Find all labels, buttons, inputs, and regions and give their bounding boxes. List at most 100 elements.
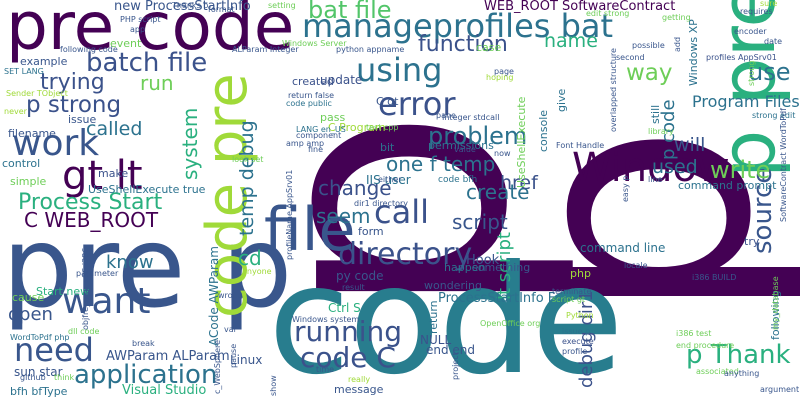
- word-cloud-word: strong: [748, 61, 756, 86]
- word-cloud-word: cd: [238, 248, 262, 268]
- word-cloud-word: WordToPdf php: [10, 334, 69, 342]
- word-cloud-word: line: [648, 176, 662, 184]
- word-cloud-word: ProcessStartInfo F: [438, 292, 555, 305]
- word-cloud-word: code public: [286, 100, 332, 108]
- word-cloud-word: c_WebSphere: [214, 340, 222, 394]
- word-cloud-word: anything: [724, 370, 759, 378]
- word-cloud-word: Font Handle: [556, 142, 604, 150]
- word-cloud-word: filename: [8, 128, 56, 139]
- word-cloud-word: seem: [316, 206, 371, 226]
- word-cloud-word: open: [8, 306, 53, 324]
- word-cloud-word: UseShellExecute: [516, 97, 527, 188]
- word-cloud-word: case: [476, 42, 501, 53]
- word-cloud-word: never: [4, 108, 27, 116]
- word-cloud-word: code bfh: [438, 176, 477, 185]
- word-cloud-word: simple: [10, 176, 46, 187]
- word-cloud-word: dir1 directory: [354, 200, 408, 208]
- word-cloud-word: cause: [12, 292, 44, 303]
- word-cloud-word: issue: [68, 114, 96, 125]
- word-cloud-word: temp debug: [238, 120, 257, 236]
- word-cloud-word: result: [342, 284, 365, 292]
- word-cloud-word: break: [132, 340, 155, 348]
- word-cloud-word: profiles AppSrv01: [706, 54, 777, 62]
- word-cloud-word: pause: [230, 344, 238, 368]
- word-cloud-word: library: [648, 128, 674, 136]
- word-cloud-word: show: [270, 375, 278, 396]
- word-cloud-word: profileName AppSrv01: [286, 170, 294, 260]
- word-cloud-word: anyone: [242, 268, 272, 276]
- word-cloud-word: bat file: [308, 0, 392, 22]
- word-cloud-word: locale: [624, 262, 648, 270]
- word-cloud-word: add: [674, 37, 682, 52]
- word-cloud-word: Windows XP: [688, 19, 699, 86]
- word-cloud-word: still: [650, 105, 661, 124]
- word-cloud-word: OpenOffice org: [480, 320, 540, 328]
- word-cloud-word: run: [140, 73, 174, 93]
- word-cloud-word: system: [180, 108, 200, 180]
- word-cloud-word: script gt: [552, 296, 585, 304]
- word-cloud-word: PHP script: [120, 16, 161, 24]
- word-cloud-word: using: [356, 54, 442, 86]
- word-cloud-word: name: [544, 32, 598, 51]
- word-cloud-word: give: [556, 89, 567, 112]
- word-cloud-word: dll code: [68, 328, 99, 336]
- word-cloud-word: pane: [436, 112, 456, 120]
- word-cloud-word: created: [292, 76, 334, 87]
- word-cloud-word: Windows system: [292, 316, 359, 324]
- word-cloud-word: bfh bfType: [10, 386, 67, 397]
- word-cloud-word: possible: [632, 42, 665, 50]
- word-cloud-word: Thanks p: [172, 2, 208, 10]
- word-cloud-word: Python: [566, 312, 594, 320]
- word-cloud-word: really: [348, 376, 370, 384]
- word-cloud-word: second: [616, 54, 645, 62]
- word-cloud-word: UseShellExecute true: [88, 184, 205, 195]
- word-cloud-word: page: [494, 68, 514, 76]
- word-cloud-word: argument: [760, 386, 799, 394]
- word-cloud-word: form: [358, 226, 384, 237]
- word-cloud-word: example: [20, 56, 67, 67]
- word-cloud-word: easy p: [622, 176, 630, 202]
- word-cloud-word: one f temp: [386, 154, 495, 174]
- word-cloud-word: command line: [580, 242, 665, 254]
- word-cloud-word: AWParam ALParam: [106, 350, 230, 363]
- word-cloud-word: Ctrl S: [328, 302, 361, 314]
- word-cloud-word: script: [452, 212, 508, 232]
- word-cloud-word: my_database: [772, 276, 780, 330]
- word-cloud-word: C gt: [376, 96, 398, 107]
- word-cloud-word: wrong: [218, 292, 243, 300]
- word-cloud-word: Sender TObject: [6, 90, 68, 98]
- word-cloud-word: message: [334, 384, 383, 395]
- word-cloud-word: way: [626, 62, 673, 85]
- word-cloud-word: requires: [740, 8, 773, 16]
- word-cloud-word: issue p: [562, 328, 590, 336]
- word-cloud-word: strong edit: [752, 112, 795, 120]
- word-cloud-word: i386 test: [676, 330, 711, 338]
- word-cloud-word: time: [316, 366, 334, 374]
- word-cloud-word: value: [454, 146, 476, 154]
- word-cloud-word: wondering: [424, 280, 482, 291]
- word-cloud-word: control: [2, 158, 40, 169]
- word-cloud-word: format: [208, 6, 235, 14]
- word-cloud-word: console: [538, 110, 549, 152]
- word-cloud-word: try: [744, 236, 759, 247]
- word-cloud-word: WEB_ROOT SoftwareContract: [484, 0, 675, 13]
- word-cloud-word: happen: [444, 262, 485, 273]
- word-cloud-word: now: [494, 150, 511, 158]
- word-cloud-word: bit: [380, 142, 394, 153]
- word-cloud-word: var: [224, 326, 237, 334]
- word-cloud-word: project: [452, 352, 460, 380]
- word-cloud-word: make: [98, 168, 128, 179]
- word-cloud-word: end procedure: [676, 342, 734, 350]
- word-cloud-word: ALParam Integer: [232, 46, 299, 54]
- word-cloud-word: profile: [562, 348, 587, 356]
- word-cloud-word: execute: [562, 338, 594, 346]
- word-cloud-word: Visual Studio: [122, 384, 206, 397]
- word-cloud-word: return: [428, 300, 439, 334]
- word-cloud-word: php: [570, 268, 591, 279]
- word-cloud-word: app: [130, 26, 145, 34]
- word-cloud-word: SoftwareContract WordToPdf: [780, 108, 788, 222]
- word-cloud-word: setting: [268, 2, 296, 10]
- word-cloud-word: C WEB_ROOT: [24, 210, 158, 230]
- word-cloud-word: test cpp: [366, 124, 398, 132]
